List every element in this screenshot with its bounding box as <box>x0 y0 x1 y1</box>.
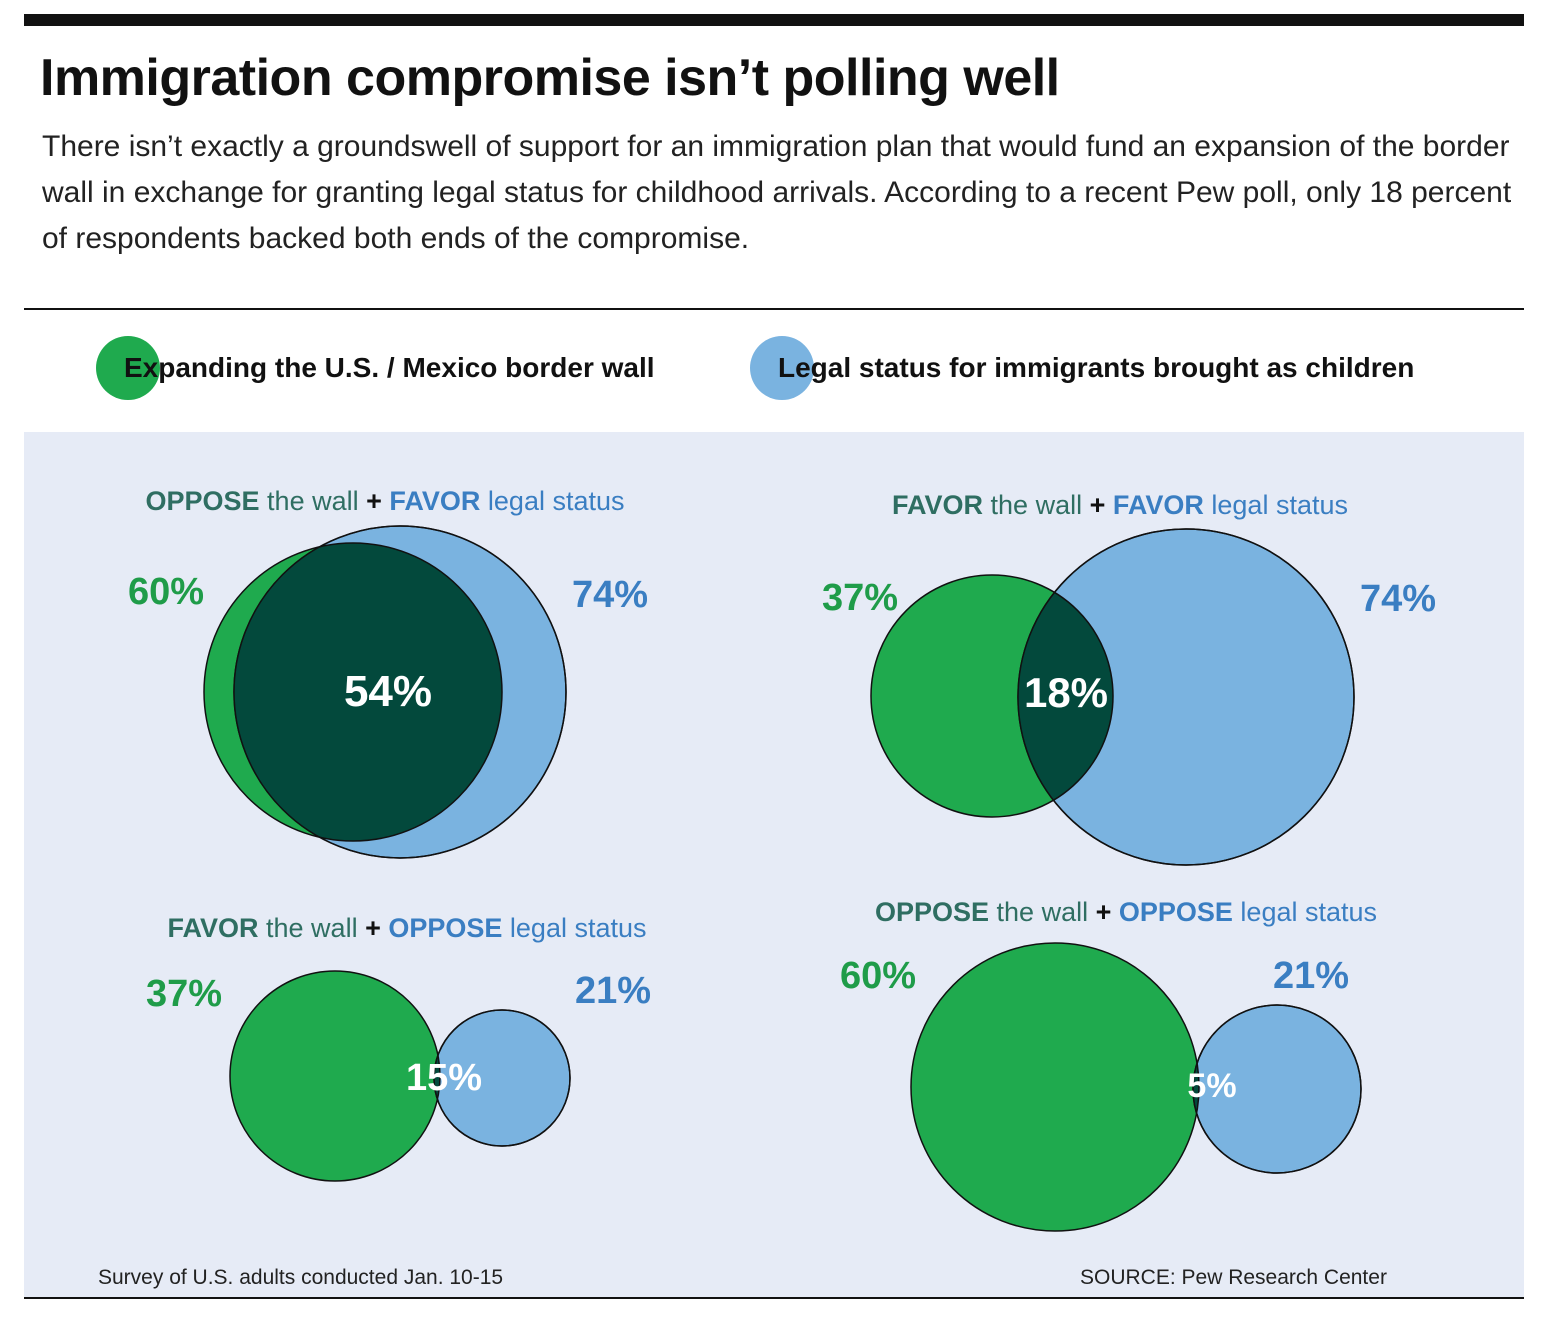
top-rule <box>24 14 1524 26</box>
venn-chart-4: OPPOSE the wall + OPPOSE legal status 60%… <box>840 897 1377 1232</box>
page-subtitle: There isn’t exactly a groundswell of sup… <box>42 130 1512 255</box>
venn-title-2: FAVOR the wall + FAVOR legal status <box>892 490 1348 520</box>
venn-overlap <box>1018 574 1114 818</box>
venn-label-legal: 74% <box>572 574 648 616</box>
venn-label-overlap: 18% <box>1024 669 1108 716</box>
venn-overlap <box>1193 1005 1200 1173</box>
legend-item-legal: Legal status for immigrants brought as c… <box>750 336 1414 400</box>
venn-title-4: OPPOSE the wall + OPPOSE legal status <box>875 897 1377 927</box>
venn-title-part: OPPOSE <box>146 486 260 516</box>
venn-circle-legal-outline <box>433 1009 571 1147</box>
footnote: Survey of U.S. adults conducted Jan. 10-… <box>98 1266 504 1289</box>
venn-title-part: legal status <box>1233 897 1377 927</box>
venn-circle-legal-outline <box>1017 528 1355 866</box>
venn-label-legal: 74% <box>1360 578 1436 620</box>
venn-title-part: the wall <box>260 486 367 516</box>
legend-label-legal: Legal status for immigrants brought as c… <box>778 352 1415 383</box>
venn-title-part: legal status <box>502 913 646 943</box>
divider <box>24 308 1524 310</box>
venn-title-part: + <box>1096 897 1112 927</box>
venn-title-part: the wall <box>259 913 366 943</box>
venn-overlap <box>234 542 503 842</box>
legend-label-wall: Expanding the U.S. / Mexico border wall <box>124 352 655 383</box>
venn-title-part: legal status <box>1204 490 1348 520</box>
source-note: SOURCE: Pew Research Center <box>1080 1266 1387 1289</box>
venn-title-part: + <box>365 913 381 943</box>
venn-title-part: FAVOR <box>892 490 983 520</box>
venn-chart-3: FAVOR the wall + OPPOSE legal status 37% 2… <box>146 913 651 1182</box>
legend-item-wall: Expanding the U.S. / Mexico border wall <box>96 336 655 400</box>
venn-title-part: OPPOSE <box>1111 897 1233 927</box>
venn-circle-wall <box>910 942 1200 1232</box>
venn-label-legal: 21% <box>1273 955 1349 997</box>
venn-chart-2: FAVOR the wall + FAVOR legal status 37% 74… <box>822 490 1436 866</box>
venn-title-part: OPPOSE <box>381 913 503 943</box>
venn-title-part: + <box>366 486 382 516</box>
venn-label-wall: 37% <box>822 577 898 619</box>
venn-title-part: the wall <box>989 897 1096 927</box>
venn-circle-legal-outline <box>233 525 567 859</box>
legend-swatch-legal <box>750 336 814 400</box>
venn-label-overlap: 15% <box>406 1057 482 1099</box>
venn-label-wall: 37% <box>146 973 222 1015</box>
legend-swatch-wall <box>96 336 160 400</box>
venn-title-part: FAVOR <box>382 486 481 516</box>
venn-title-part: OPPOSE <box>875 897 989 927</box>
venn-title-part: FAVOR <box>1105 490 1204 520</box>
venn-circle-legal-outline <box>1192 1004 1362 1174</box>
venn-overlap <box>434 1010 441 1146</box>
venn-label-overlap: 54% <box>344 667 432 716</box>
venn-title-1: OPPOSE the wall + FAVOR legal status <box>146 486 625 516</box>
venn-title-part: legal status <box>480 486 624 516</box>
venn-label-overlap: 5% <box>1187 1067 1236 1105</box>
bottom-rule <box>24 1297 1524 1299</box>
venn-title-part: FAVOR <box>168 913 259 943</box>
venn-title-part: the wall <box>983 490 1090 520</box>
venn-chart-1: OPPOSE the wall + FAVOR legal status 60% 7… <box>128 486 648 859</box>
venn-label-wall: 60% <box>128 571 204 613</box>
venn-label-legal: 21% <box>575 970 651 1012</box>
venn-label-wall: 60% <box>840 955 916 997</box>
venn-title-3: FAVOR the wall + OPPOSE legal status <box>168 913 647 943</box>
venn-title-part: + <box>1090 490 1106 520</box>
page-title: Immigration compromise isn’t polling wel… <box>40 49 1060 107</box>
